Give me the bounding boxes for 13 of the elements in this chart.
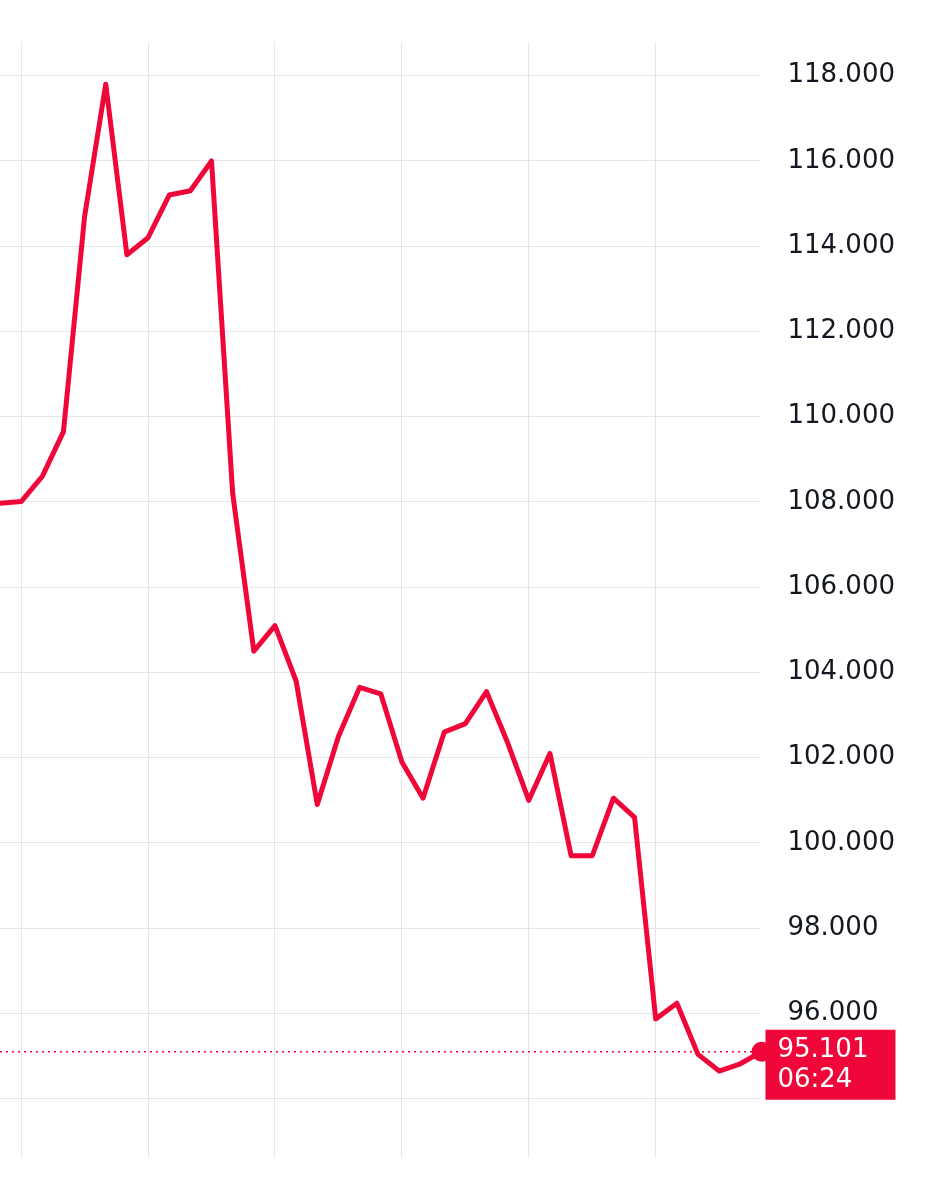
- y-tick-label: 104.000: [787, 655, 896, 686]
- y-tick-label: 110.000: [787, 399, 896, 430]
- y-tick-label: 100.000: [787, 825, 896, 856]
- y-tick-label: 116.000: [787, 143, 896, 174]
- ref-line-label: 95.101 06:24: [777, 1032, 869, 1093]
- y-tick-label: 96.000: [787, 996, 879, 1027]
- y-tick-label: 102.000: [787, 740, 896, 771]
- y-tick-label: 118.000: [787, 58, 896, 89]
- y-tick-label: 98.000: [787, 910, 879, 941]
- y-tick-label: 114.000: [787, 228, 896, 259]
- y-tick-label: 112.000: [787, 314, 896, 345]
- y-tick-label: 108.000: [787, 484, 896, 515]
- y-tick-label: 106.000: [787, 569, 896, 600]
